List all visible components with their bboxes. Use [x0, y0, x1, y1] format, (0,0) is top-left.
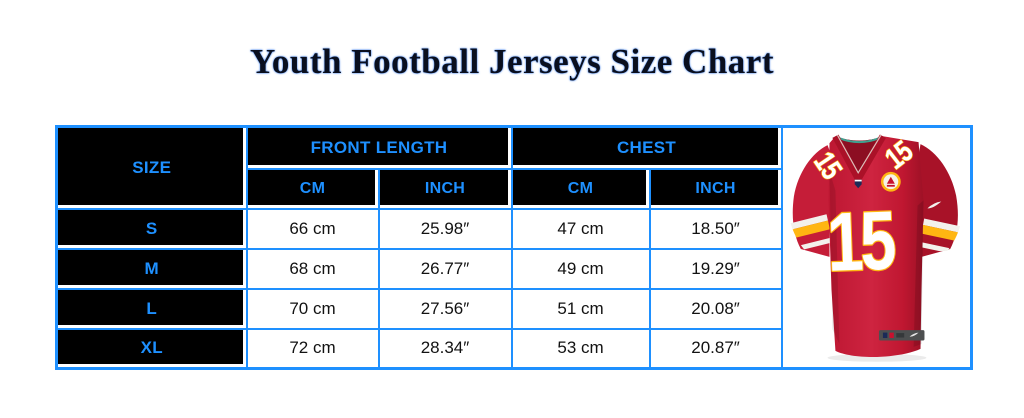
jersey-side-shade-left	[829, 170, 840, 344]
front-inch-value: 28.34″	[377, 327, 513, 370]
front-inch-value: 27.56″	[377, 287, 513, 330]
front-cm-header: CM	[245, 167, 380, 210]
front-inch-value: 26.77″	[377, 247, 513, 290]
chest-inch-value: 20.08″	[648, 287, 783, 330]
page-title: Youth Football Jerseys Size Chart	[250, 42, 774, 81]
chest-cm-value: 49 cm	[510, 247, 651, 290]
chest-inch-header: INCH	[648, 167, 783, 210]
size-label: S	[55, 207, 248, 250]
chest-inch-value: 20.87″	[648, 327, 783, 370]
chest-cm-value: 47 cm	[510, 207, 651, 250]
table-row-s: S 66 cm 25.98″ 47 cm 18.50″	[55, 207, 972, 250]
front-length-header: FRONT LENGTH	[245, 125, 513, 170]
table-row-l: L 70 cm 27.56″ 51 cm 20.08″	[55, 287, 972, 330]
jersey-side-shade-right	[913, 200, 924, 347]
nfl-shield-icon	[854, 179, 862, 188]
chest-cm-value: 53 cm	[510, 327, 651, 370]
front-inch-value: 25.98″	[377, 207, 513, 250]
size-chart-table: SIZE FRONT LENGTH CHEST	[55, 125, 974, 370]
size-label: L	[55, 287, 248, 330]
front-cm-value: 66 cm	[245, 207, 380, 250]
chest-cm-value: 51 cm	[510, 287, 651, 330]
size-column-header: SIZE	[55, 125, 248, 210]
jersey-jocktag	[879, 329, 925, 340]
jersey-product-image-cell: 15 15 15	[780, 125, 973, 370]
chest-header: CHEST	[510, 125, 783, 170]
size-label: XL	[55, 327, 248, 370]
chest-inch-value: 19.29″	[648, 247, 783, 290]
header-row-units: CM INCH CM INCH	[57, 167, 972, 210]
jersey-collar	[832, 133, 887, 182]
header-row-groups: SIZE FRONT LENGTH CHEST	[55, 125, 973, 370]
chest-inch-value: 18.50″	[648, 207, 783, 250]
jersey-shadow	[827, 353, 927, 362]
size-label: M	[55, 247, 248, 290]
jersey-image: 15 15 15	[784, 133, 969, 362]
jersey-torso	[828, 135, 924, 357]
svg-text:15: 15	[826, 193, 897, 288]
nike-swoosh-icon	[927, 201, 942, 208]
front-inch-header: INCH	[377, 167, 513, 210]
front-cm-value: 68 cm	[245, 247, 380, 290]
front-cm-value: 70 cm	[245, 287, 380, 330]
chest-cm-header: CM	[510, 167, 651, 210]
table-row-m: M 68 cm 26.77″ 49 cm 19.29″	[55, 247, 972, 290]
jersey-number-chest: 15	[825, 192, 898, 289]
team-patch-icon	[881, 171, 901, 192]
front-cm-value: 72 cm	[245, 327, 380, 370]
table-row-xl: XL 72 cm 28.34″ 53 cm 20.87″	[55, 327, 972, 370]
